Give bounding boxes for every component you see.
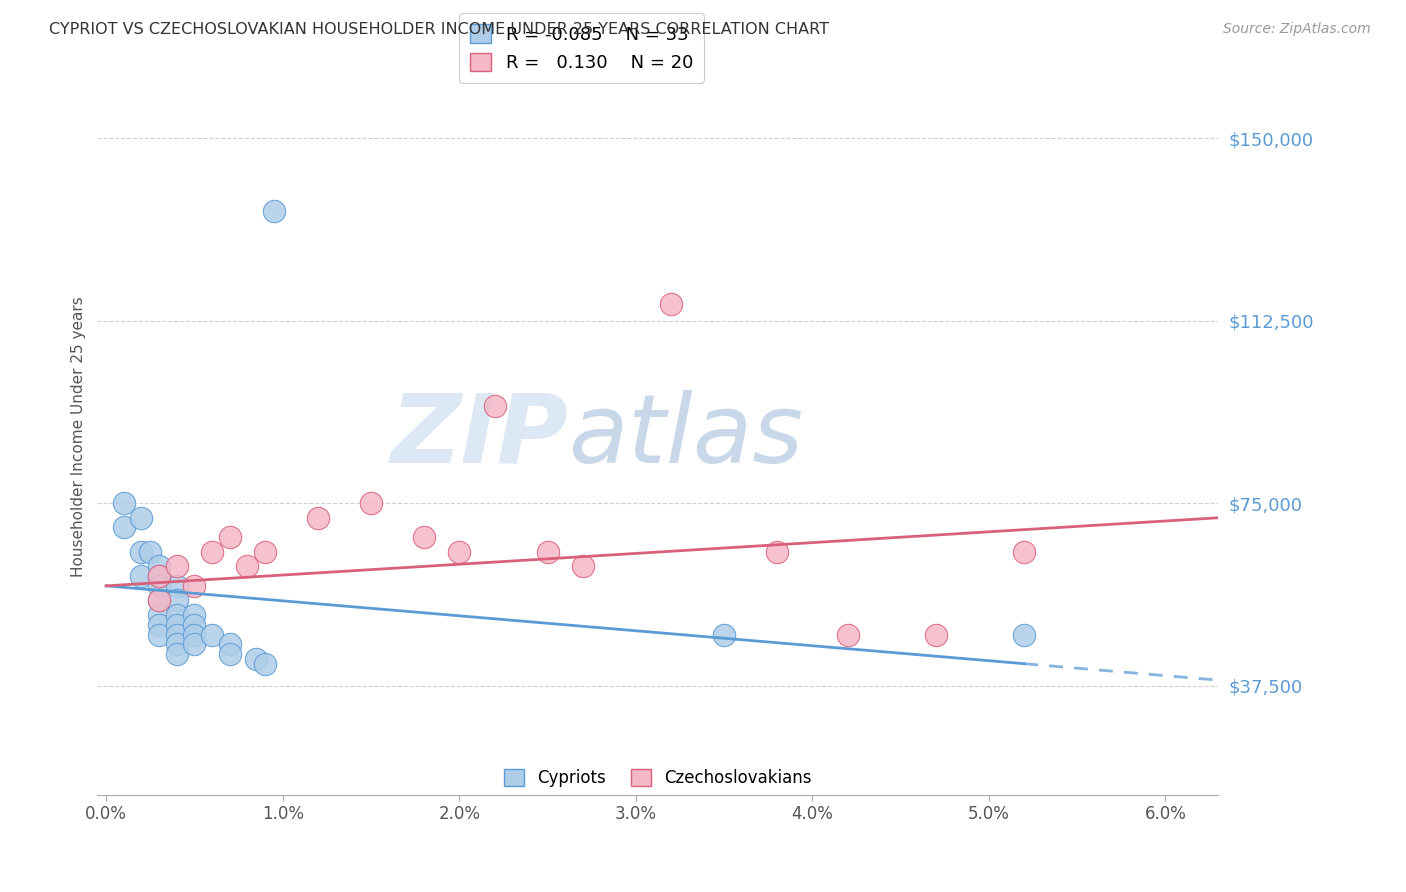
Point [183,608,205,623]
Point [1012,545,1035,559]
Point [263,204,285,219]
Point [148,569,170,583]
Point [139,545,162,559]
Point [183,579,205,593]
Point [166,593,188,607]
Text: ZIP: ZIP [391,390,568,483]
Point [148,617,170,632]
Point [254,657,277,671]
Point [148,569,170,583]
Point [166,617,188,632]
Point [307,510,329,524]
Point [166,647,188,661]
Point [484,399,506,413]
Legend: Cypriots, Czechoslovakians: Cypriots, Czechoslovakians [498,763,818,794]
Point [131,510,153,524]
Point [148,627,170,641]
Y-axis label: Householder Income Under 25 years: Householder Income Under 25 years [72,296,86,576]
Point [148,579,170,593]
Point [148,608,170,623]
Point [254,545,277,559]
Point [98,813,121,827]
Point [166,627,188,641]
Point [536,545,558,559]
Point [201,627,224,641]
Point [166,579,188,593]
Point [112,496,135,510]
Point [166,637,188,651]
Point [112,520,135,534]
Point [1012,627,1035,641]
Point [183,617,205,632]
Point [766,545,789,559]
Point [183,627,205,641]
Point [218,647,240,661]
Point [183,637,205,651]
Text: atlas: atlas [568,390,803,483]
Point [572,559,595,574]
Point [245,652,267,666]
Point [218,637,240,651]
Point [131,569,153,583]
Point [713,627,735,641]
Point [659,296,682,310]
Point [360,496,382,510]
Point [148,559,170,574]
Point [131,545,153,559]
Point [218,530,240,544]
Point [236,559,259,574]
Text: Source: ZipAtlas.com: Source: ZipAtlas.com [1223,22,1371,37]
Point [148,593,170,607]
Point [166,608,188,623]
Point [413,530,436,544]
Point [201,545,224,559]
Point [166,559,188,574]
Point [837,627,859,641]
Point [148,593,170,607]
Text: CYPRIOT VS CZECHOSLOVAKIAN HOUSEHOLDER INCOME UNDER 25 YEARS CORRELATION CHART: CYPRIOT VS CZECHOSLOVAKIAN HOUSEHOLDER I… [49,22,830,37]
Point [449,545,471,559]
Point [925,627,948,641]
